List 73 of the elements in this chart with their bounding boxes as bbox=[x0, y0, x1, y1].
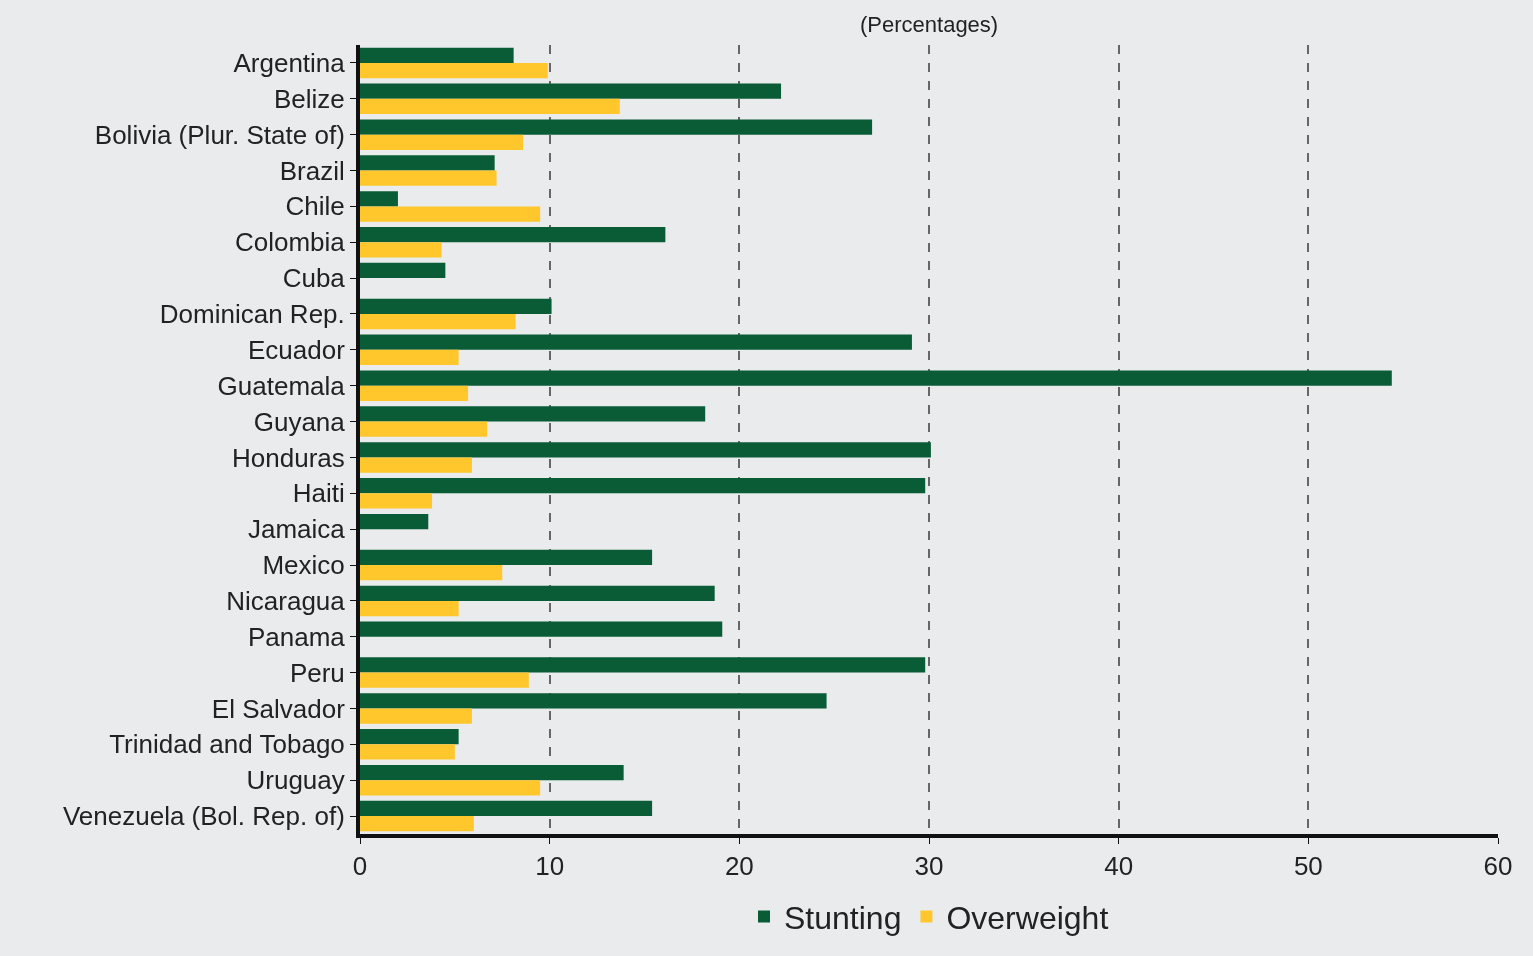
y-tick-label: Chile bbox=[285, 191, 345, 222]
x-tick-label: 50 bbox=[1293, 851, 1323, 882]
y-tick-label: Nicaragua bbox=[226, 585, 346, 616]
y-tick-label: Bolivia (Plur. State of) bbox=[94, 119, 345, 150]
bar bbox=[360, 600, 459, 617]
y-tick-label: Belize bbox=[273, 83, 345, 114]
bar bbox=[360, 134, 524, 150]
x-tick-label: 0 bbox=[352, 851, 368, 882]
bar bbox=[360, 98, 620, 115]
y-tick-label: El Salvador bbox=[211, 693, 346, 724]
bar bbox=[360, 816, 474, 832]
bar bbox=[360, 708, 472, 724]
bar bbox=[360, 457, 472, 473]
bar bbox=[360, 206, 541, 222]
bar bbox=[360, 262, 446, 279]
bar bbox=[360, 780, 541, 796]
y-tick-label: Uruguay bbox=[246, 765, 345, 796]
bar bbox=[360, 764, 624, 781]
chart-subtitle: (Percentages) bbox=[860, 12, 999, 37]
bar bbox=[360, 693, 827, 709]
y-tick-label: Guatemala bbox=[217, 370, 346, 401]
y-tick-label: Colombia bbox=[234, 227, 346, 258]
y-tick-label: Jamaica bbox=[247, 514, 346, 545]
y-tick-label: Peru bbox=[289, 657, 345, 688]
y-tick-label: Brazil bbox=[279, 155, 345, 186]
bar bbox=[360, 47, 514, 63]
bar bbox=[360, 119, 873, 135]
bar bbox=[360, 191, 398, 207]
x-tick-label: 30 bbox=[914, 851, 944, 882]
x-tick-label: 10 bbox=[535, 851, 565, 882]
bar bbox=[360, 406, 706, 422]
bar bbox=[360, 672, 529, 688]
bar bbox=[360, 313, 516, 330]
legend-label: Stunting bbox=[784, 900, 902, 937]
bar bbox=[360, 242, 442, 258]
bar bbox=[360, 478, 926, 494]
bar bbox=[360, 621, 723, 637]
y-tick-label: Panama bbox=[247, 621, 346, 652]
y-tick-label: Guyana bbox=[253, 406, 346, 437]
bar bbox=[360, 549, 653, 566]
bar bbox=[360, 585, 715, 601]
bar bbox=[360, 565, 503, 581]
bar bbox=[360, 657, 926, 673]
y-tick-label: Venezuela (Bol. Rep. of) bbox=[62, 801, 345, 832]
y-tick-label: Trinidad and Tobago bbox=[109, 729, 345, 760]
bar bbox=[360, 385, 469, 401]
bar bbox=[360, 298, 552, 314]
bar bbox=[360, 349, 459, 366]
bar bbox=[360, 729, 459, 745]
y-tick-label: Dominican Rep. bbox=[159, 299, 345, 330]
y-tick-label: Mexico bbox=[262, 550, 345, 581]
bar bbox=[360, 493, 433, 509]
y-tick-label: Haiti bbox=[292, 478, 345, 509]
legend-label: Overweight bbox=[946, 900, 1109, 937]
x-tick-label: 40 bbox=[1104, 851, 1134, 882]
y-tick-label: Cuba bbox=[282, 263, 346, 294]
bar bbox=[360, 170, 497, 186]
bar bbox=[360, 83, 782, 99]
bar bbox=[360, 442, 931, 458]
y-tick-label: Argentina bbox=[233, 48, 346, 79]
bar bbox=[360, 62, 548, 79]
bar bbox=[360, 155, 495, 171]
bar bbox=[360, 800, 653, 817]
y-tick-label: Honduras bbox=[232, 442, 345, 473]
bar bbox=[360, 744, 455, 760]
y-tick-label: Ecuador bbox=[247, 334, 346, 365]
bar bbox=[360, 227, 666, 243]
bar bbox=[360, 421, 488, 437]
x-tick-label: 60 bbox=[1483, 851, 1513, 882]
x-tick-label: 20 bbox=[724, 851, 754, 882]
bar bbox=[360, 513, 429, 530]
bar bbox=[360, 370, 1392, 386]
bar bbox=[360, 334, 912, 350]
